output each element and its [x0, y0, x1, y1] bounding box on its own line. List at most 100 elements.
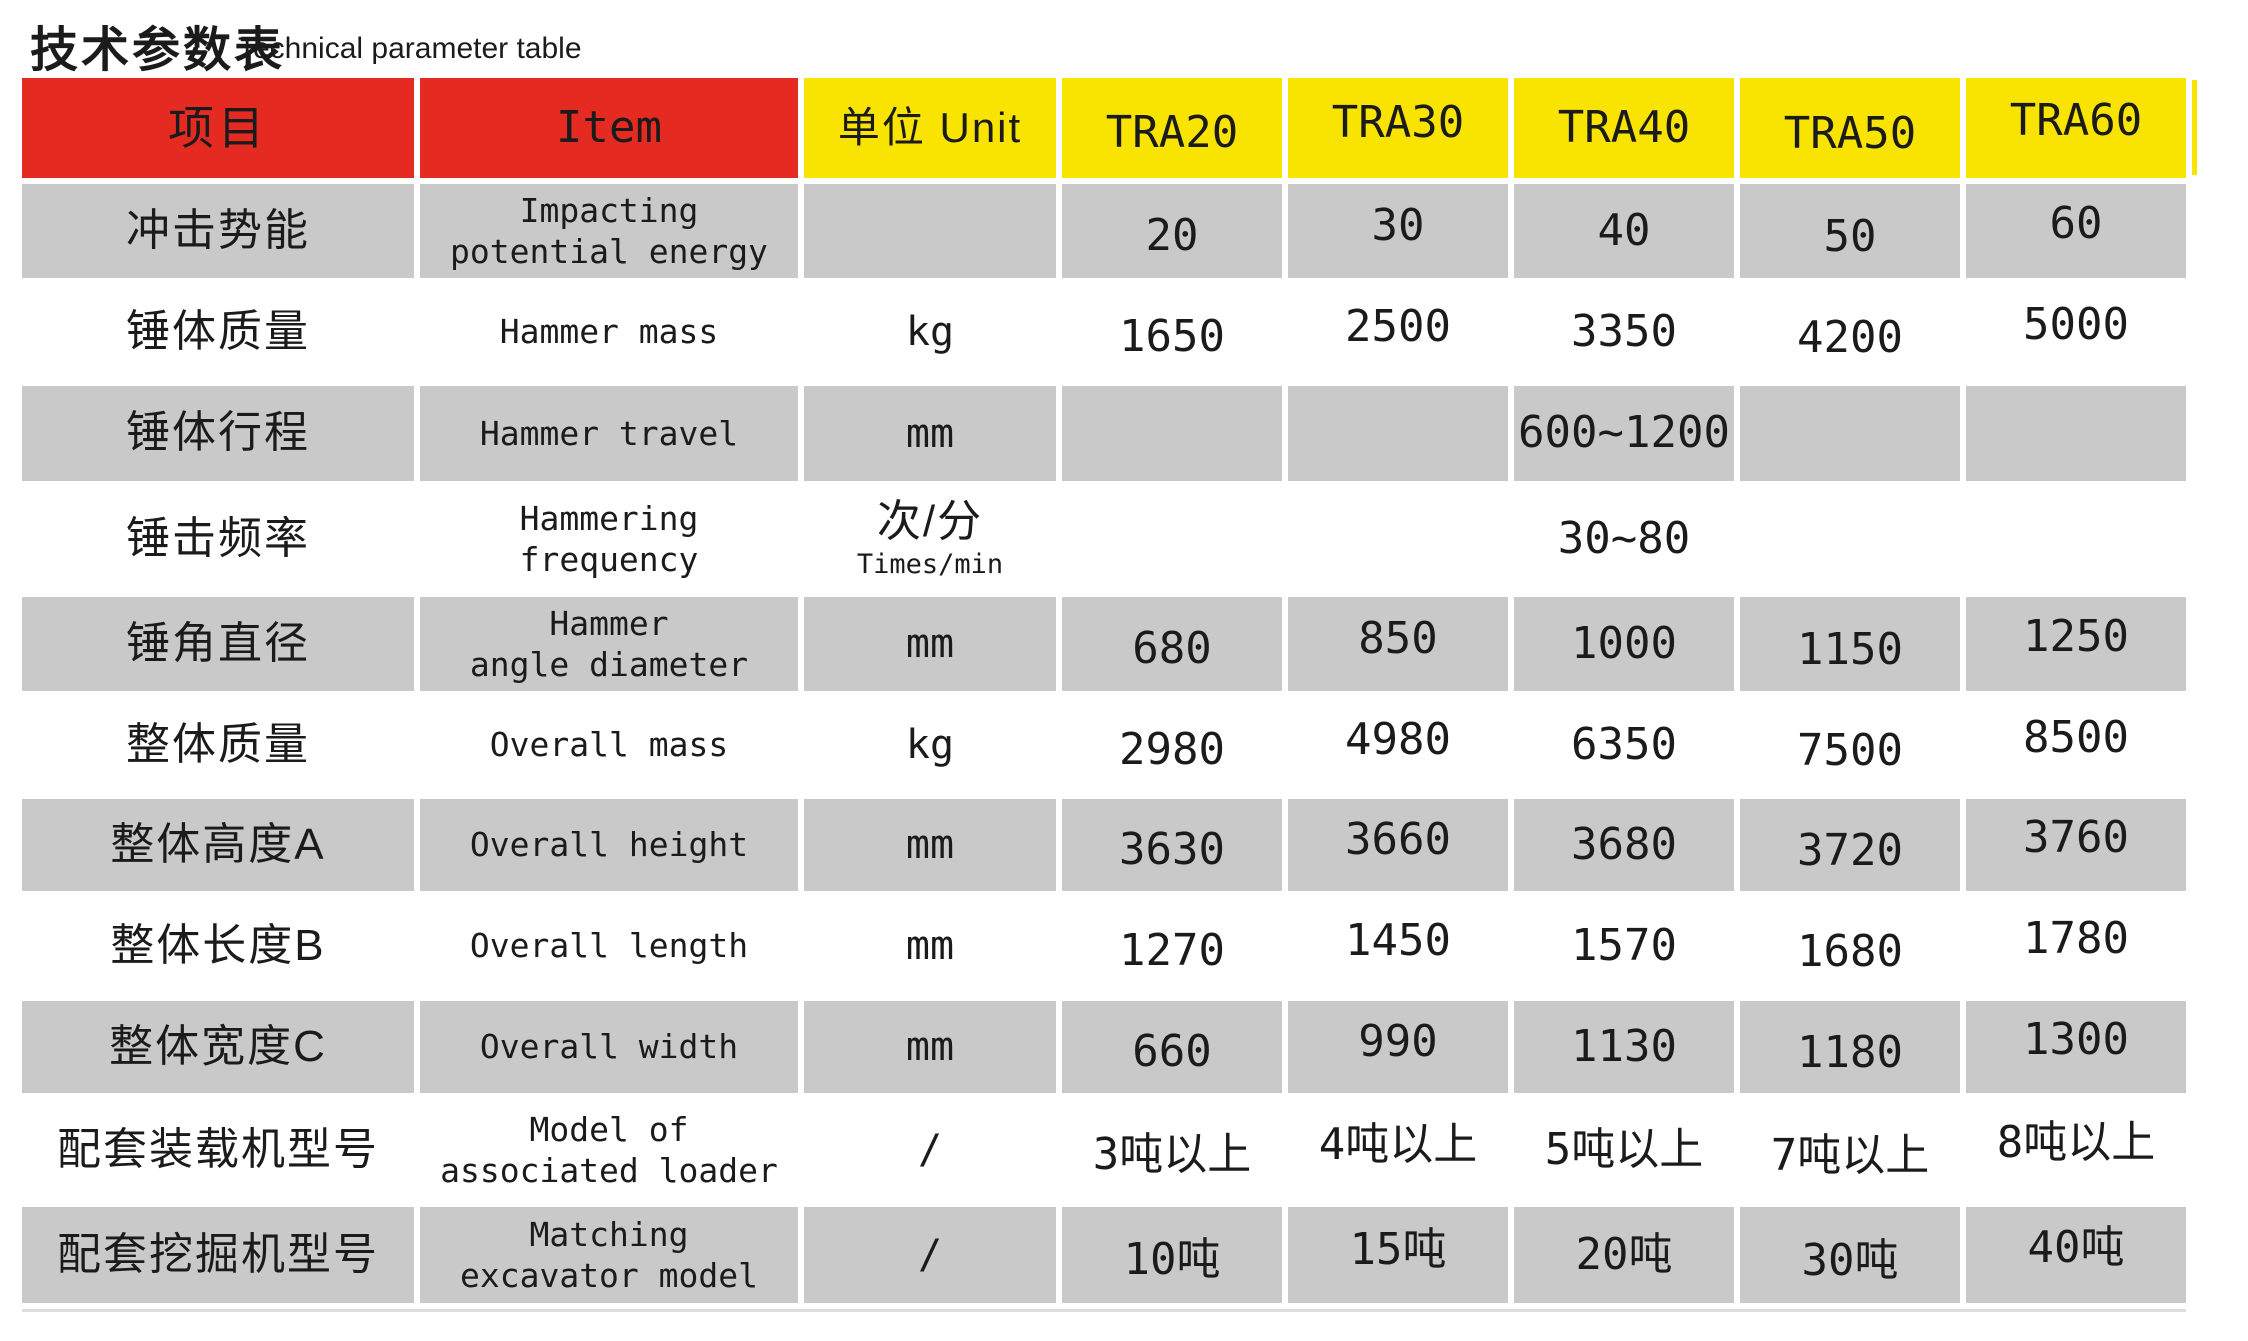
- value-label: 1150: [1797, 623, 1903, 675]
- header-label-tra20: TRA20: [1105, 106, 1239, 158]
- param-name-zh-label: 配套挖掘机型号: [57, 1229, 379, 1279]
- header-label-item-en: Item: [556, 101, 662, 153]
- param-name-en-line: Hammering: [519, 498, 699, 538]
- value-cell: 30吨: [1740, 1207, 1960, 1303]
- value-label: 6350: [1571, 718, 1677, 770]
- value-cell: 40吨: [1966, 1207, 2186, 1303]
- value-label: 15吨: [1349, 1223, 1447, 1275]
- value-cell: 1000: [1514, 597, 1734, 691]
- param-name-en-cell: Overall width: [420, 1001, 798, 1093]
- value-label: 660: [1132, 1025, 1212, 1077]
- param-name-en-line: excavator model: [459, 1256, 758, 1295]
- value-cell: 8500: [1966, 697, 2186, 793]
- value-label: 1270: [1119, 924, 1225, 976]
- value-label: 1300: [2023, 1013, 2129, 1065]
- header-cell-tra30: TRA30: [1288, 78, 1508, 178]
- unit-label: kg: [905, 722, 955, 768]
- param-name-en-cell: Overall mass: [420, 697, 798, 793]
- value-label: 8吨以上: [1996, 1116, 2156, 1168]
- unit-cell: mm: [804, 386, 1056, 481]
- header-cell-tra50: TRA50: [1740, 78, 1960, 178]
- value-label: 20吨: [1575, 1228, 1673, 1280]
- unit-cell: mm: [804, 897, 1056, 995]
- value-label: 50: [1823, 210, 1877, 262]
- page-title-zh: 技术参数表: [30, 24, 286, 77]
- value-cell: [1966, 386, 2186, 481]
- unit-label: mm: [905, 621, 955, 667]
- param-name-en-line: Hammer travel: [479, 413, 739, 453]
- value-label: 3720: [1797, 824, 1903, 876]
- value-cell: 10吨: [1062, 1207, 1282, 1303]
- value-label: 4980: [1345, 713, 1451, 765]
- value-cell: 850: [1288, 597, 1508, 691]
- param-name-zh-label: 锤角直径: [126, 618, 310, 668]
- header-cell-tra60: TRA60: [1966, 78, 2197, 178]
- value-cell: 4吨以上: [1288, 1099, 1508, 1201]
- value-label: 10吨: [1123, 1233, 1221, 1285]
- value-label: 1780: [2023, 912, 2129, 964]
- param-name-zh-label: 锤体行程: [126, 408, 310, 458]
- param-name-zh-label: 整体长度B: [110, 920, 326, 970]
- header-label-unit: 单位 Unit: [837, 103, 1023, 151]
- value-cell: 7吨以上: [1740, 1099, 1960, 1201]
- value-cell: 3630: [1062, 799, 1282, 891]
- param-name-en-line: potential energy: [450, 232, 768, 271]
- param-name-zh-label: 配套装载机型号: [57, 1124, 379, 1174]
- value-label: 30~80: [1557, 512, 1691, 564]
- value-label: 30吨: [1801, 1234, 1899, 1286]
- value-cell: [1288, 386, 1508, 481]
- value-cell: 3720: [1740, 799, 1960, 891]
- param-name-zh-cell: 冲击势能: [22, 184, 414, 278]
- param-name-en-cell: Hammer travel: [420, 386, 798, 481]
- value-cell: 1270: [1062, 897, 1282, 995]
- param-name-en-line: Hammer: [549, 603, 669, 643]
- value-cell: 7500: [1740, 697, 1960, 793]
- value-cell: 660: [1062, 1001, 1282, 1093]
- value-label: 5000: [2023, 298, 2129, 350]
- header-cell-unit: 单位 Unit: [804, 78, 1056, 178]
- unit-label: 次/分: [876, 496, 984, 546]
- value-label: 3760: [2023, 811, 2129, 863]
- value-cell-merged: 30~80: [1062, 487, 2186, 591]
- param-name-en-line: Impacting: [519, 190, 699, 230]
- value-cell: 990: [1288, 1001, 1508, 1093]
- value-cell: 1570: [1514, 897, 1734, 995]
- parameter-table: 项目 Item 单位 Unit TRA20 TRA30 TRA40 TRA50 …: [22, 78, 2197, 1303]
- unit-cell: /: [804, 1207, 1056, 1303]
- value-label: 600~1200: [1518, 407, 1730, 459]
- value-cell: 3680: [1514, 799, 1734, 891]
- value-label: 60: [2049, 197, 2103, 249]
- value-label: 4200: [1797, 311, 1903, 363]
- header-cell-tra20: TRA20: [1062, 78, 1282, 178]
- value-cell: 30: [1288, 184, 1508, 278]
- value-cell: 4980: [1288, 697, 1508, 793]
- value-cell: [1062, 386, 1282, 481]
- param-name-zh-cell: 锤击频率: [22, 487, 414, 591]
- param-name-zh-cell: 锤体质量: [22, 284, 414, 380]
- header-label-tra40: TRA40: [1557, 101, 1691, 153]
- param-name-en-cell: Overall length: [420, 897, 798, 995]
- value-label: 40: [1597, 204, 1651, 256]
- param-name-zh-cell: 整体质量: [22, 697, 414, 793]
- value-cell: 1450: [1288, 897, 1508, 995]
- param-name-en-line: Overall mass: [489, 725, 729, 765]
- value-label: 1450: [1345, 914, 1451, 966]
- header-label-tra60: TRA60: [2009, 94, 2143, 146]
- unit-cell: mm: [804, 799, 1056, 891]
- unit-cell: [804, 184, 1056, 278]
- header-label-tra30: TRA30: [1331, 96, 1465, 148]
- value-label: 40吨: [2027, 1221, 2125, 1273]
- unit-cell: 次/分 Times/min: [804, 487, 1056, 591]
- value-label: 680: [1132, 622, 1212, 674]
- value-cell: 15吨: [1288, 1207, 1508, 1303]
- value-cell: 3吨以上: [1062, 1099, 1282, 1201]
- value-cell: 1130: [1514, 1001, 1734, 1093]
- unit-label: kg: [905, 309, 955, 355]
- value-cell: 3350: [1514, 284, 1734, 380]
- param-name-en-cell: Matching excavator model: [420, 1207, 798, 1303]
- param-name-en-line: Model of: [529, 1109, 689, 1149]
- param-name-en-line: frequency: [519, 540, 699, 579]
- value-cell: 1650: [1062, 284, 1282, 380]
- param-name-en-cell: Model of associated loader: [420, 1099, 798, 1201]
- param-name-zh-cell: 锤体行程: [22, 386, 414, 481]
